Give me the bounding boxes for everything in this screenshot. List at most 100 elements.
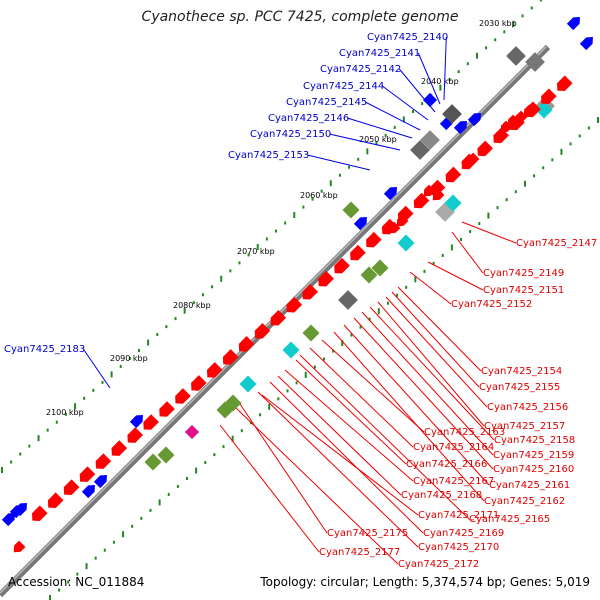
tick-mark bbox=[268, 403, 271, 410]
reverse-gene-arrow-shape bbox=[500, 120, 513, 133]
cyan-feature-block bbox=[397, 234, 415, 252]
tick-mark bbox=[92, 388, 95, 392]
scale-tick-label: 2060 kbp bbox=[300, 191, 338, 200]
tick-mark bbox=[167, 492, 170, 496]
reverse-gene-label: Cyan7425_2166 bbox=[406, 459, 487, 470]
forward-gene-arrow bbox=[579, 37, 593, 51]
tick-mark bbox=[277, 397, 280, 401]
tick-mark bbox=[487, 212, 490, 219]
reverse-leader-line bbox=[427, 261, 484, 291]
reverse-gene-arrow bbox=[159, 401, 175, 417]
reverse-gene-arrow-shape bbox=[366, 231, 382, 248]
forward-leader-line bbox=[398, 68, 436, 113]
reverse-gene-arrow bbox=[432, 188, 445, 201]
reverse-gene-arrow-shape bbox=[127, 427, 144, 443]
tick-mark bbox=[414, 276, 417, 283]
tick-mark bbox=[211, 285, 214, 289]
scale-tick-label: 2080 kbp bbox=[173, 301, 211, 310]
feature-block bbox=[410, 140, 430, 160]
tick-mark bbox=[551, 158, 554, 162]
reverse-leader-line bbox=[239, 403, 328, 534]
tick-mark bbox=[85, 563, 88, 570]
tick-mark bbox=[441, 253, 444, 257]
reverse-gene-arrow-shape bbox=[95, 453, 112, 469]
reverse-gene-label: Cyan7425_2152 bbox=[451, 299, 532, 310]
reverse-gene-label: Cyan7425_2170 bbox=[418, 542, 499, 553]
tick-mark bbox=[174, 317, 177, 321]
tick-mark bbox=[421, 102, 424, 106]
forward-gene-label: Cyan7425_2146 bbox=[268, 113, 349, 124]
tick-mark bbox=[76, 572, 79, 576]
tick-mark bbox=[432, 261, 435, 265]
reverse-leader-line bbox=[333, 331, 485, 502]
forward-gene-arrow-shape bbox=[129, 415, 143, 429]
reverse-leader-line bbox=[461, 221, 517, 244]
forward-gene-label: Cyan7425_2141 bbox=[339, 48, 420, 59]
tick-mark bbox=[112, 540, 115, 544]
tick-mark bbox=[439, 84, 442, 91]
tick-mark bbox=[158, 499, 161, 506]
reverse-gene-arrow bbox=[388, 221, 401, 234]
reverse-leader-line bbox=[361, 311, 494, 456]
tick-mark bbox=[103, 548, 106, 552]
forward-gene-arrow-shape bbox=[353, 217, 367, 231]
tick-mark bbox=[578, 134, 581, 138]
genome-title: Cyanothece sp. PCC 7425, complete genome bbox=[141, 9, 459, 25]
tick-mark bbox=[359, 325, 362, 329]
tick-mark bbox=[494, 38, 497, 42]
forward-gene-arrow bbox=[453, 121, 467, 135]
reverse-gene-label: Cyan7425_2155 bbox=[479, 382, 560, 393]
reverse-gene-arrow-shape bbox=[159, 401, 175, 417]
reverse-gene-label: Cyan7425_2164 bbox=[413, 442, 494, 453]
tick-mark bbox=[149, 508, 152, 512]
tick-mark bbox=[295, 381, 298, 385]
reverse-leader-line bbox=[409, 271, 452, 305]
reverse-gene-arrow bbox=[396, 214, 409, 227]
green-feature-block bbox=[360, 266, 378, 284]
tick-mark bbox=[229, 269, 232, 273]
tick-mark bbox=[304, 371, 307, 378]
forward-gene-label: Cyan7425_2153 bbox=[228, 150, 309, 161]
tick-mark bbox=[284, 221, 287, 225]
reverse-gene-arrow bbox=[111, 440, 128, 456]
tick-mark bbox=[222, 445, 225, 449]
green-feature-block bbox=[302, 324, 320, 342]
forward-leader-line bbox=[382, 85, 429, 121]
tick-mark bbox=[457, 70, 460, 74]
tick-mark bbox=[348, 165, 351, 169]
reverse-leader-line bbox=[284, 369, 414, 482]
reverse-gene-label: Cyan7425_2157 bbox=[484, 421, 565, 432]
reverse-gene-label: Cyan7425_2169 bbox=[423, 528, 504, 539]
reverse-gene-label: Cyan7425_2175 bbox=[327, 528, 408, 539]
tick-mark bbox=[597, 117, 599, 123]
green-feature-block bbox=[371, 259, 389, 277]
tick-mark bbox=[195, 467, 198, 474]
tick-mark bbox=[396, 293, 399, 297]
reverse-leader-line bbox=[397, 286, 482, 372]
tick-mark bbox=[119, 364, 122, 368]
reverse-gene-arrow bbox=[500, 120, 513, 133]
tick-mark bbox=[28, 444, 31, 448]
reverse-gene-label: Cyan7425_2172 bbox=[398, 559, 479, 570]
tick-mark bbox=[386, 301, 389, 305]
tick-mark bbox=[204, 461, 207, 465]
reverse-leader-line bbox=[261, 394, 419, 516]
tick-mark bbox=[64, 412, 67, 416]
reverse-leader-line bbox=[321, 339, 425, 433]
tick-mark bbox=[475, 52, 478, 59]
tick-mark bbox=[533, 174, 536, 178]
tick-mark bbox=[19, 452, 22, 456]
tick-mark bbox=[521, 14, 524, 18]
tick-mark bbox=[37, 435, 40, 442]
scale-tick-label: 2040 kbp bbox=[421, 77, 459, 86]
forward-leader-line bbox=[329, 133, 401, 151]
tick-mark bbox=[147, 339, 150, 346]
reverse-gene-arrow-shape bbox=[467, 152, 480, 165]
tick-mark bbox=[569, 142, 572, 146]
forward-gene-arrow-shape bbox=[93, 475, 107, 489]
tick-mark bbox=[101, 380, 104, 384]
tick-mark bbox=[286, 389, 289, 393]
forward-leader-line bbox=[82, 348, 111, 389]
tick-mark bbox=[128, 356, 131, 360]
forward-gene-label: Cyan7425_2150 bbox=[250, 129, 331, 140]
